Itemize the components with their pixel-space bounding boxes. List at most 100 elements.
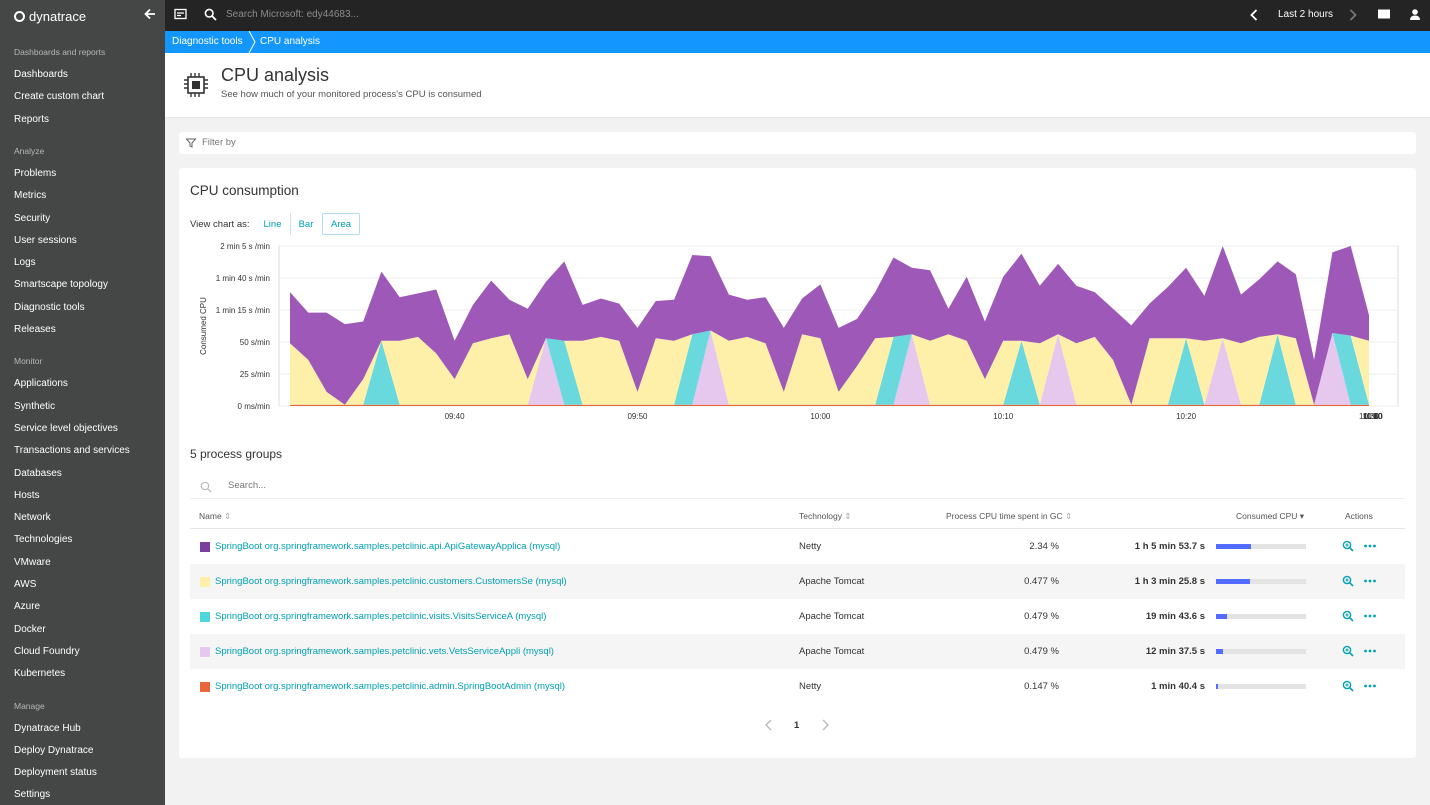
x-tick-label: 10:10: [993, 412, 1014, 421]
timeframe-selector[interactable]: Last 2 hours: [1278, 9, 1334, 20]
user-icon[interactable]: [1409, 8, 1423, 22]
nav-section-label: Analyze: [14, 145, 45, 156]
sidebar-item-user-sessions[interactable]: User sessions: [14, 234, 77, 246]
sidebar-item-azure[interactable]: Azure: [14, 601, 41, 613]
global-search-input[interactable]: Search Microsoft: edy44683...: [226, 9, 359, 20]
sidebar-item-reports[interactable]: Reports: [14, 113, 50, 125]
consumed-cpu-bar: [1216, 649, 1306, 654]
sidebar-item-metrics[interactable]: Metrics: [14, 190, 47, 202]
consumed-cpu-bar: [1216, 544, 1306, 549]
process-group-link[interactable]: SpringBoot org.springframework.samples.p…: [215, 646, 554, 657]
view-bar-button[interactable]: Bar: [290, 213, 321, 235]
view-area-button[interactable]: Area: [322, 213, 360, 235]
technology-cell: Netty: [799, 681, 822, 692]
area-series-visitsservicea[interactable]: [290, 330, 1369, 405]
column-consumed-label: Consumed CPU: [1236, 511, 1298, 521]
filter-input[interactable]: Filter by: [202, 137, 236, 148]
sort-icon: ⇕: [224, 511, 232, 521]
sidebar-item-dashboards[interactable]: Dashboards: [14, 69, 68, 80]
search-icon[interactable]: [204, 8, 218, 22]
table-row: SpringBoot org.springframework.samples.p…: [190, 564, 1405, 599]
sidebar-item-cloud-foundry[interactable]: Cloud Foundry: [14, 645, 80, 657]
analyze-icon[interactable]: [1342, 540, 1354, 552]
analyze-icon[interactable]: [1342, 645, 1354, 657]
process-group-link[interactable]: SpringBoot org.springframework.samples.p…: [215, 541, 561, 552]
sidebar-item-diagnostic-tools[interactable]: Diagnostic tools: [14, 301, 85, 313]
sidebar-item-settings[interactable]: Settings: [14, 789, 51, 801]
process-group-link[interactable]: SpringBoot org.springframework.samples.p…: [215, 576, 567, 587]
breadcrumb-cpu-analysis[interactable]: CPU analysis: [260, 36, 321, 47]
timeframe-next-icon[interactable]: [1347, 8, 1361, 22]
breadcrumb: Diagnostic tools CPU analysis: [165, 31, 1430, 53]
pager-current-page[interactable]: 1: [794, 720, 800, 731]
sidebar-item-logs[interactable]: Logs: [14, 257, 36, 269]
technology-cell: Netty: [799, 541, 822, 552]
analyze-icon[interactable]: [1342, 610, 1354, 622]
more-actions-icon[interactable]: [1363, 645, 1377, 657]
technology-cell: Apache Tomcat: [799, 646, 865, 657]
analyze-icon[interactable]: [1342, 680, 1354, 692]
column-technology-label: Technology: [799, 511, 843, 521]
area-series-customersse[interactable]: [290, 330, 1369, 405]
search-icon: [200, 481, 212, 493]
chat-icon[interactable]: [1377, 8, 1391, 22]
table-row: SpringBoot org.springframework.samples.p…: [190, 529, 1405, 564]
sidebar-item-aws[interactable]: AWS: [14, 579, 37, 590]
sidebar-item-smartscape-topology[interactable]: Smartscape topology: [14, 279, 108, 291]
process-group-link[interactable]: SpringBoot org.springframework.samples.p…: [215, 611, 547, 622]
area-series-springbootadmin[interactable]: [290, 404, 1369, 406]
sidebar-item-technologies[interactable]: Technologies: [14, 534, 73, 546]
sidebar-item-security[interactable]: Security: [14, 212, 51, 224]
filter-bar[interactable]: Filter by: [179, 132, 1416, 154]
x-tick-label: 09:40: [445, 412, 466, 421]
column-header-gc[interactable]: Process CPU time spent in GC ⇕: [946, 511, 1072, 522]
sidebar-item-deploy-dynatrace[interactable]: Deploy Dynatrace: [14, 744, 94, 756]
more-actions-icon[interactable]: [1363, 680, 1377, 692]
y-tick-label: 0 ms/min: [238, 402, 270, 411]
column-header-name[interactable]: Name ⇕: [199, 511, 231, 522]
sidebar-item-hosts[interactable]: Hosts: [14, 489, 40, 501]
consumed-cpu-bar: [1216, 684, 1306, 689]
sidebar-item-network[interactable]: Network: [14, 512, 51, 524]
sidebar-item-releases[interactable]: Releases: [14, 324, 56, 335]
table-search: [190, 475, 1405, 499]
process-group-link[interactable]: SpringBoot org.springframework.samples.p…: [215, 681, 566, 692]
more-actions-icon[interactable]: [1363, 540, 1377, 552]
more-actions-icon[interactable]: [1363, 575, 1377, 587]
sidebar-item-dynatrace-hub[interactable]: Dynatrace Hub: [14, 722, 81, 734]
sidebar-item-applications[interactable]: Applications: [14, 378, 68, 390]
series-color-swatch: [200, 682, 210, 692]
area-series-apigatewayapplica[interactable]: [290, 246, 1369, 405]
more-actions-icon[interactable]: [1363, 610, 1377, 622]
column-header-technology[interactable]: Technology ⇕: [799, 511, 852, 522]
analyze-icon[interactable]: [1342, 575, 1354, 587]
breadcrumb-diagnostic-tools[interactable]: Diagnostic tools: [172, 36, 243, 47]
sidebar-item-synthetic[interactable]: Synthetic: [14, 400, 56, 412]
sidebar-item-transactions-and-services[interactable]: Transactions and services: [14, 445, 130, 457]
y-tick-label: 1 min 40 s /min: [216, 274, 270, 283]
view-line-button[interactable]: Line: [263, 218, 282, 230]
timeframe-prev-icon[interactable]: [1248, 8, 1262, 22]
series-color-swatch: [200, 577, 210, 587]
consumed-cpu-bar-fill: [1216, 614, 1227, 619]
dynatrace-logo-icon: [14, 10, 25, 22]
sidebar-item-vmware[interactable]: VMware: [14, 556, 51, 568]
sidebar-item-problems[interactable]: Problems: [14, 167, 57, 179]
sidebar-item-service-level-objectives[interactable]: Service level objectives: [14, 422, 118, 434]
column-header-consumed[interactable]: Consumed CPU ▾: [1236, 511, 1304, 522]
cpu-icon: [184, 73, 208, 97]
collapse-sidebar-icon[interactable]: [142, 7, 158, 23]
sidebar-item-deployment-status[interactable]: Deployment status: [14, 767, 97, 779]
page-subtitle: See how much of your monitored process's…: [221, 89, 482, 100]
table-search-input[interactable]: [228, 480, 628, 491]
pager-next-icon[interactable]: [819, 718, 831, 732]
dashboard-icon[interactable]: [174, 8, 188, 22]
cpu-consumption-card: CPU consumption View chart as: Line Bar …: [179, 168, 1416, 758]
dynatrace-logo[interactable]: dynatrace: [14, 8, 86, 24]
pager-prev-icon[interactable]: [763, 718, 775, 732]
sidebar-item-databases[interactable]: Databases: [14, 467, 62, 479]
sidebar-item-create-custom-chart[interactable]: Create custom chart: [14, 91, 105, 103]
x-tick-label: 11:30: [1363, 412, 1383, 421]
sidebar-item-docker[interactable]: Docker: [14, 623, 46, 635]
sidebar-item-kubernetes[interactable]: Kubernetes: [14, 668, 66, 680]
